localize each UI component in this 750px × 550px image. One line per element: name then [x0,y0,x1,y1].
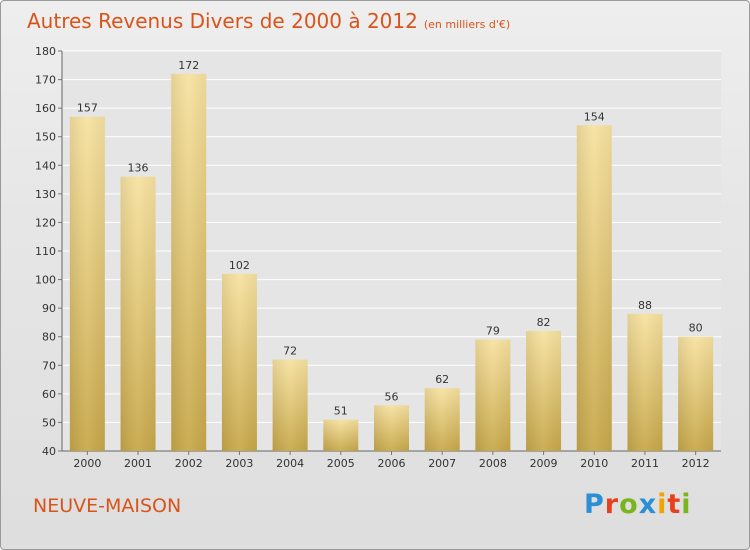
bar-shade [120,176,156,451]
y-tick-label: 100 [35,274,56,287]
bar-shade [475,339,511,451]
location-label: NEUVE-MAISON [33,495,182,517]
data-label: 79 [486,325,500,338]
bar-shade [171,73,207,451]
bar-shade [627,313,663,451]
y-tick-label: 60 [42,388,56,401]
logo-letter: i [657,489,668,520]
x-tick-label: 2005 [327,457,355,470]
x-tick-label: 2004 [276,457,304,470]
y-tick-label: 150 [35,131,56,144]
bar-shade [374,405,409,451]
logo-letter: o [619,489,639,520]
x-tick-label: 2003 [225,457,253,470]
x-tick-label: 2012 [682,457,710,470]
y-tick-label: 90 [42,302,56,315]
logo-letter: t [667,489,682,520]
y-tick-label: 70 [42,359,56,372]
bar-shade [323,419,359,451]
y-tick-label: 110 [35,245,56,258]
bar-shade [576,125,612,452]
chart-title: Autres Revenus Divers de 2000 à 2012 (en … [27,9,510,33]
x-tick-label: 2010 [580,457,608,470]
bar-shade [221,273,257,451]
y-tick-label: 40 [42,445,56,458]
logo-letter: P [584,489,605,520]
x-tick-label: 2011 [631,457,659,470]
data-label: 136 [128,162,149,175]
y-tick-label: 180 [35,45,56,58]
chart-title-unit: (en milliers d'€) [423,18,511,31]
x-tick-label: 2006 [378,457,406,470]
logo-letter: r [604,489,620,520]
x-tick-label: 2000 [73,457,101,470]
bar-shade [69,116,105,451]
y-tick-label: 80 [42,331,56,344]
bar-shade [678,336,714,451]
bar-shade [526,331,562,451]
bar-shade [272,359,308,451]
data-label: 88 [638,299,652,312]
y-tick-label: 130 [35,188,56,201]
logo-letter: i [681,489,692,520]
data-label: 80 [689,322,703,335]
x-tick-label: 2001 [124,457,152,470]
data-label: 172 [178,59,199,72]
y-tick-label: 170 [35,74,56,87]
x-tick-label: 2009 [530,457,558,470]
chart-title-main: Autres Revenus Divers de 2000 à 2012 [27,9,418,33]
y-tick-label: 160 [35,102,56,115]
y-tick-label: 140 [35,159,56,172]
x-tick-label: 2002 [175,457,203,470]
proxiti-logo: Proxiti [584,489,692,520]
data-label: 102 [229,259,250,272]
y-tick-label: 50 [42,416,56,429]
y-tick-label: 120 [35,216,56,229]
data-label: 62 [435,373,449,386]
data-label: 154 [584,110,605,123]
data-label: 72 [283,345,297,358]
data-label: 82 [537,316,551,329]
x-tick-label: 2008 [479,457,507,470]
x-tick-label: 2007 [428,457,456,470]
data-label: 51 [334,405,348,418]
data-label: 56 [385,390,399,403]
data-label: 157 [77,102,98,115]
bar-shade [424,388,460,451]
logo-letter: x [638,489,658,520]
